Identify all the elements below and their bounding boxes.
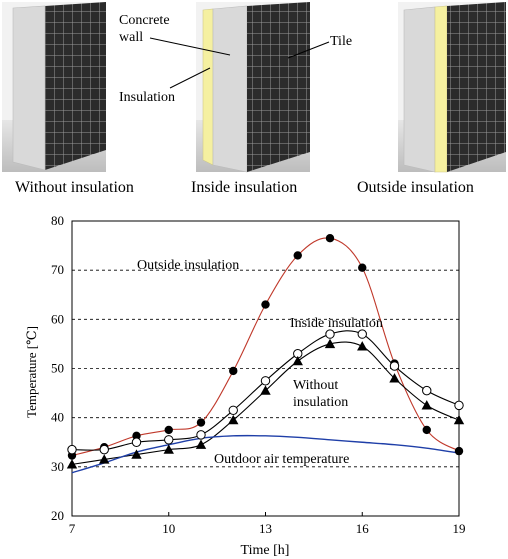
annotation-inside-insulation: Inside insulation bbox=[290, 316, 383, 331]
point-inside-insulation bbox=[99, 444, 109, 455]
panel-inside-insulation bbox=[196, 2, 310, 173]
grid-lines bbox=[72, 269, 459, 468]
point-inside-insulation bbox=[131, 437, 142, 447]
concrete-wall-leader bbox=[149, 37, 231, 56]
concrete-wall-label-1: Concrete bbox=[119, 13, 170, 28]
point-inside-insulation bbox=[325, 329, 335, 339]
insulation-layer bbox=[202, 8, 214, 166]
point-without-insulation bbox=[453, 414, 465, 425]
concrete-wall bbox=[212, 5, 248, 173]
y-tick-label: 70 bbox=[51, 262, 64, 277]
point-inside-insulation bbox=[260, 376, 271, 386]
point-outside-insulation bbox=[422, 425, 431, 435]
y-tick-label: 50 bbox=[51, 361, 64, 376]
y-tick-label: 40 bbox=[51, 410, 64, 425]
caption-without-insulation: Without insulation bbox=[15, 179, 134, 196]
tile-label: Tile bbox=[330, 34, 352, 49]
point-inside-insulation bbox=[164, 435, 174, 445]
point-outside-insulation bbox=[261, 300, 270, 309]
point-outside-insulation bbox=[325, 234, 335, 243]
x-axis-label: Time [h] bbox=[241, 543, 290, 558]
concrete-wall bbox=[12, 5, 46, 171]
point-without-insulation bbox=[228, 414, 239, 425]
point-outside-insulation bbox=[358, 263, 367, 272]
point-inside-insulation bbox=[196, 430, 206, 440]
x-tick-label: 13 bbox=[259, 521, 272, 536]
point-without-insulation bbox=[421, 400, 432, 410]
wall-diagram: Concrete wall Tile Insulation Without in… bbox=[2, 2, 506, 196]
caption-inside-insulation: Inside insulation bbox=[191, 179, 297, 196]
y-tick-label: 80 bbox=[51, 213, 64, 228]
temperature-chart: 20 30 40 50 60 70 80 7 10 13 16 19 Time [h] Temper… bbox=[24, 213, 466, 558]
y-tick-label: 30 bbox=[51, 459, 64, 474]
point-inside-insulation bbox=[67, 444, 77, 455]
point-without-insulation bbox=[195, 439, 207, 449]
point-without-insulation bbox=[99, 454, 110, 464]
tile-leader bbox=[287, 41, 330, 59]
concrete-wall bbox=[403, 6, 436, 173]
point-outside-insulation bbox=[196, 418, 206, 427]
point-outside-insulation bbox=[454, 446, 464, 456]
caption-outside-insulation: Outside insulation bbox=[357, 179, 474, 196]
point-outside-insulation bbox=[229, 366, 238, 376]
series-markers bbox=[66, 234, 465, 469]
x-axis-ticks: 7 10 13 16 19 bbox=[69, 512, 466, 536]
y-axis-ticks: 20 30 40 50 60 70 80 bbox=[51, 213, 64, 523]
point-without-insulation bbox=[260, 385, 271, 395]
insulation-layer bbox=[434, 5, 448, 173]
point-without-insulation bbox=[292, 355, 303, 366]
annotation-without-insulation-2: insulation bbox=[293, 395, 348, 410]
point-inside-insulation bbox=[357, 329, 367, 339]
concrete-wall-label-2: wall bbox=[119, 30, 143, 45]
series-curves bbox=[71, 237, 460, 474]
point-without-insulation bbox=[357, 341, 368, 351]
tile-face bbox=[447, 2, 506, 172]
tile-face bbox=[247, 2, 310, 172]
annotation-without-insulation-1: Without bbox=[293, 378, 338, 393]
point-outside-insulation bbox=[164, 425, 173, 435]
point-inside-insulation bbox=[454, 400, 464, 411]
point-without-insulation bbox=[163, 444, 174, 454]
point-outside-insulation bbox=[293, 251, 302, 260]
panel-outside-insulation bbox=[398, 2, 506, 173]
x-tick-label: 19 bbox=[453, 521, 466, 536]
insulation-label: Insulation bbox=[119, 90, 175, 105]
point-without-insulation bbox=[66, 459, 78, 469]
x-tick-label: 10 bbox=[162, 521, 175, 536]
y-tick-label: 20 bbox=[51, 508, 64, 523]
point-without-insulation bbox=[324, 338, 336, 349]
tile-face bbox=[45, 2, 106, 170]
y-tick-label: 60 bbox=[51, 311, 64, 326]
point-without-insulation bbox=[389, 373, 400, 383]
point-inside-insulation bbox=[389, 361, 400, 371]
annotation-outside-insulation: Outside insulation bbox=[137, 258, 239, 273]
point-outside-insulation bbox=[132, 431, 141, 441]
point-inside-insulation bbox=[422, 385, 432, 396]
x-tick-label: 7 bbox=[69, 521, 76, 536]
x-tick-label: 16 bbox=[356, 521, 370, 536]
y-axis-label: Temperature [℃] bbox=[24, 326, 39, 418]
insulation-leader bbox=[169, 67, 211, 89]
point-without-insulation bbox=[131, 449, 142, 459]
point-inside-insulation bbox=[228, 405, 238, 415]
series-line-without-insulation bbox=[71, 341, 460, 465]
panel-without-insulation bbox=[2, 2, 106, 172]
annotation-outdoor-air-temperature: Outdoor air temperature bbox=[214, 452, 349, 467]
